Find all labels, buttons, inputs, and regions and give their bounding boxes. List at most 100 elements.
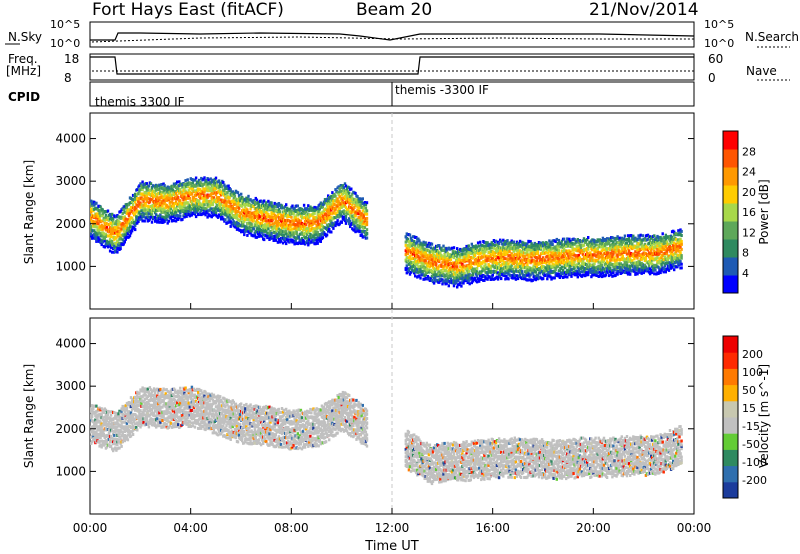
data-point <box>429 276 433 280</box>
data-point <box>275 228 278 232</box>
station-title: Fort Hays East (fitACF) <box>92 0 284 20</box>
data-point <box>496 244 500 248</box>
data-point <box>140 209 143 213</box>
data-point <box>303 220 307 223</box>
data-point <box>429 246 433 250</box>
data-point <box>289 220 292 223</box>
data-point <box>408 255 412 259</box>
data-point <box>418 239 421 243</box>
data-point <box>452 284 456 288</box>
data-point <box>513 261 516 265</box>
data-point <box>486 258 489 262</box>
data-point <box>531 266 534 270</box>
data-point <box>115 241 118 245</box>
data-point <box>555 237 558 241</box>
data-point <box>245 225 248 229</box>
data-point <box>545 250 548 254</box>
data-point <box>344 206 348 210</box>
data-point <box>452 256 456 260</box>
data-point <box>588 242 591 246</box>
data-point <box>359 203 362 207</box>
data-point <box>445 281 448 285</box>
data-point <box>136 209 139 213</box>
data-point <box>310 236 313 240</box>
data-point <box>272 206 275 210</box>
data-point <box>639 269 642 273</box>
data-point <box>550 264 553 268</box>
data-point <box>166 221 169 225</box>
data-point <box>588 266 591 270</box>
data-point <box>608 241 611 245</box>
data-point <box>162 198 165 202</box>
data-point <box>338 187 341 191</box>
data-point <box>149 182 153 186</box>
data-point <box>115 226 118 229</box>
data-point <box>94 237 97 240</box>
data-point <box>494 259 498 263</box>
data-point <box>365 236 369 240</box>
data-point <box>646 237 650 241</box>
data-point <box>319 240 322 243</box>
data-point <box>467 279 470 283</box>
data-point <box>439 251 442 255</box>
data-point <box>569 264 572 268</box>
data-point <box>512 240 515 244</box>
data-point <box>493 261 497 265</box>
data-point <box>327 205 330 209</box>
data-point <box>365 223 369 227</box>
data-point <box>480 251 483 255</box>
data-point <box>363 225 367 229</box>
data-point <box>623 234 627 238</box>
date-label: 21/Nov/2014 <box>589 0 699 20</box>
data-point <box>595 250 598 254</box>
data-point <box>359 220 362 224</box>
data-point <box>432 281 436 285</box>
data-point <box>281 214 285 218</box>
data-point <box>269 223 272 227</box>
data-point <box>572 252 575 256</box>
data-point <box>245 211 248 215</box>
data-point <box>570 253 573 257</box>
data-point <box>569 255 572 259</box>
data-point <box>447 284 450 288</box>
data-point <box>568 268 571 272</box>
data-point <box>90 218 93 222</box>
data-point <box>159 220 162 224</box>
data-point <box>466 249 469 253</box>
data-point <box>111 250 114 254</box>
data-point <box>177 187 180 191</box>
data-point <box>483 244 486 248</box>
data-point <box>442 256 445 260</box>
data-point <box>536 252 540 256</box>
data-point <box>99 205 102 209</box>
data-point <box>181 205 184 209</box>
data-point <box>465 255 468 258</box>
data-point <box>648 254 652 258</box>
data-point <box>170 193 174 197</box>
data-point <box>417 265 420 269</box>
data-point <box>260 229 264 232</box>
data-point <box>300 211 304 215</box>
data-point <box>250 215 253 219</box>
data-point <box>524 254 527 258</box>
data-point <box>491 273 494 277</box>
data-point <box>363 235 367 238</box>
data-point <box>141 188 144 192</box>
data-point <box>616 255 619 259</box>
data-point <box>590 275 593 279</box>
data-point <box>488 275 491 279</box>
data-point <box>194 183 198 187</box>
data-point <box>365 216 369 220</box>
data-point <box>549 243 552 247</box>
data-point <box>560 265 564 269</box>
data-point <box>134 200 137 204</box>
data-point <box>521 261 524 265</box>
data-point <box>289 207 292 211</box>
data-point <box>167 219 170 223</box>
data-point <box>362 206 365 210</box>
data-point <box>270 213 273 217</box>
data-point <box>217 207 221 211</box>
data-point <box>260 221 264 225</box>
nave-tick-top: 60 <box>708 52 724 66</box>
data-point <box>348 191 351 195</box>
